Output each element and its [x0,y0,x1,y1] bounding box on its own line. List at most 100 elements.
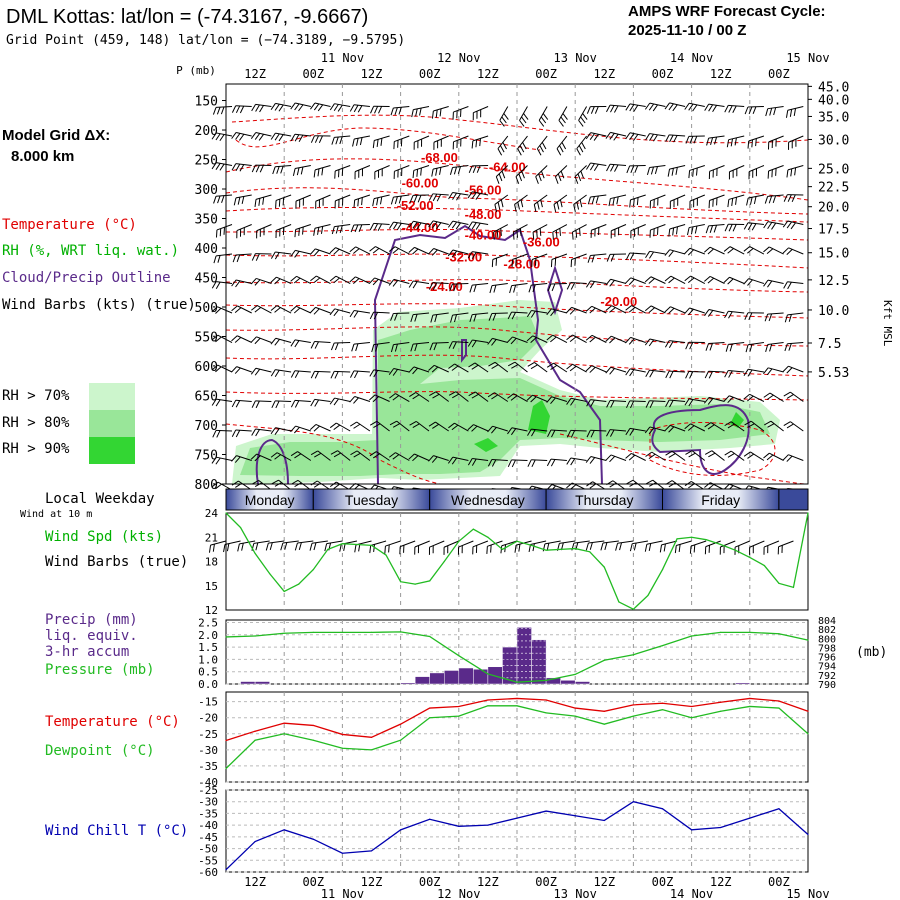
cross-section-wind-barb [329,247,351,255]
cross-section-wind-barb [499,106,509,127]
cross-section-wind-barb [448,391,469,402]
cross-section-wind-barb [767,165,784,179]
cross-section-wind-barb [495,165,509,184]
wind-speed-tick-label: 18 [205,556,218,569]
cross-section-wind-barb [625,132,646,141]
bottom-time-label: 00Z [652,875,674,889]
temperature-line-point [516,697,518,700]
pressure-tick-label: 150 [195,95,218,110]
cross-section-wind-barb [369,369,390,378]
pressure-line-point [370,631,373,633]
cross-section-wind-barb [231,305,252,314]
rh-shading [232,300,780,484]
pressure-tick-label-right: 800 [818,634,836,645]
top-time-label: 00Z [652,67,674,81]
pressure-line-point [632,654,635,656]
cross-section-wind-barb [558,106,568,127]
wind-speed-line-point [778,582,780,584]
cross-section-wind-barb [231,105,252,114]
pressure-tick-label: 800 [195,478,218,493]
dewpoint-line-point [632,715,635,717]
weekday-label: Friday [701,492,740,508]
wind-speed-line-point [574,547,576,550]
wind-speed-line-point [298,583,300,585]
windchill-line-point [458,825,460,827]
cross-section-wind-barb [744,106,764,115]
cross-section-wind-barb [507,427,528,436]
dewpoint-line-point [778,707,780,709]
temperature-contour-label: -60.00 [402,176,439,191]
weekday-label: Tuesday [345,492,398,508]
cross-section-wind-barb [763,246,784,255]
cross-section-wind-barb [763,279,784,288]
cross-section-wind-barb [349,104,370,113]
cross-section-wind-barb [546,362,568,373]
cross-section-wind-barb [310,275,331,284]
windchill-tick-label: -60 [198,866,218,879]
wind-speed-line-point [269,573,271,575]
cross-section-wind-barb [566,397,587,406]
cross-section-wind-barb [270,369,292,377]
cross-section-wind-barb [538,106,549,127]
cross-section-wind-barb [428,282,449,290]
temp-contour [225,303,809,319]
cross-section-wind-barb [369,222,390,231]
cross-section-wind-barb [452,106,469,120]
pressure-line-point [807,639,809,641]
temperature-line-point [487,699,489,701]
temperature-contour-label: -64.00 [489,160,526,175]
bottom-time-label: 12Z [477,875,499,889]
cross-section-wind-barb [724,223,745,232]
cross-section-wind-barb [703,246,725,255]
cross-section-wind-barb [706,135,725,146]
pressure-tick-label: 550 [195,331,218,346]
cross-section-wind-barb [585,456,607,464]
cross-section-wind-barb [334,194,351,209]
height-tick-label: 7.5 [818,337,841,352]
cross-section-wind-barb [723,276,745,285]
bottom-time-label: 12Z [593,875,615,889]
cross-section-wind-barb [644,276,666,284]
pressure-tick-label: 600 [195,360,218,375]
windchill-line-point [632,801,635,803]
windchill-line-point [661,808,664,810]
top-time-label: 00Z [419,67,441,81]
surface-wind-barb [542,540,561,552]
cross-section-wind-barb [211,132,233,142]
weekday-label: Monday [245,492,295,508]
cross-section-wind-barb [350,450,371,461]
cross-section-wind-barb [410,342,430,352]
cross-section-wind-barb [213,253,233,264]
wind-speed-line-point [385,554,387,556]
cross-section-wind-barb [212,106,233,115]
temp-tick-label: -15 [198,696,218,709]
surface-wind-barb [472,540,489,555]
cross-section-wind-barb [745,342,764,353]
cross-section-wind-barb [507,361,528,373]
cross-section-wind-barb [586,399,607,407]
dewpoint-line-point [574,715,576,717]
cross-section-wind-barb [685,341,705,350]
cross-section-wind-barb [767,135,784,150]
cross-section-wind-barb [310,450,331,461]
cross-section-wind-barb [527,428,548,437]
cross-section-wind-barb [726,135,745,148]
temp-tick-label: -40 [198,776,218,789]
dewpoint-line-point [254,739,256,741]
cross-section-wind-barb [645,400,666,409]
cross-section-wind-barb [743,451,765,461]
cross-section-wind-barb [430,312,449,323]
cross-section-wind-barb [684,307,705,316]
cross-section-wind-barb [547,429,567,438]
cross-section-wind-barb [782,220,804,230]
cross-section-wind-barb [566,363,587,373]
cross-section-wind-barb [553,194,568,212]
surface-wind-barb [309,540,328,551]
wind-speed-line-point [312,568,314,571]
cross-section-wind-barb [250,367,272,376]
rh80-region [240,316,770,476]
cross-section-wind-barb [251,400,272,409]
cross-section-wind-barb [566,282,587,290]
cross-section-wind-barb [573,194,587,212]
pressure-line-point [283,632,285,634]
